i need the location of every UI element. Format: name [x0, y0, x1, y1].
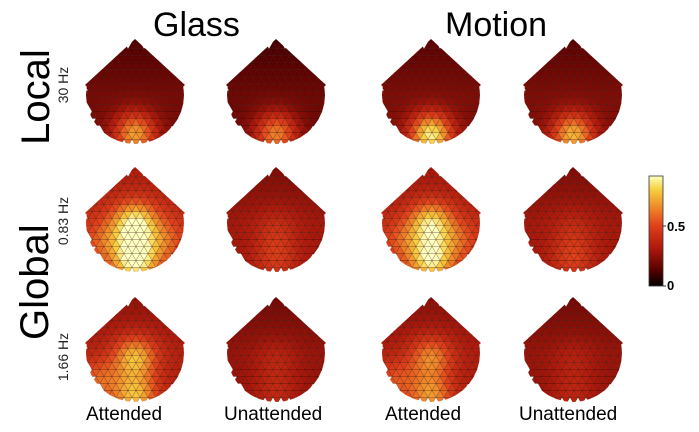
colorbar-gradient — [648, 175, 664, 287]
nose-marker-icon — [244, 290, 308, 301]
nose-marker-icon — [103, 32, 167, 43]
nose-marker-icon — [244, 32, 308, 43]
column-title-glass: Glass — [153, 6, 240, 44]
nose-marker-icon — [399, 290, 463, 301]
topo-map-1-2 — [381, 160, 481, 272]
colorbar-label-0: 0 — [667, 278, 675, 293]
nose-marker-icon — [244, 160, 308, 171]
nose-marker-icon — [103, 290, 167, 301]
topo-map-0-2 — [381, 32, 481, 144]
condition-label-glass-attended: Attended — [86, 404, 163, 425]
topo-map-0-1 — [226, 32, 326, 144]
column-title-motion: Motion — [445, 6, 548, 44]
nose-marker-icon — [541, 290, 605, 301]
nose-marker-icon — [541, 32, 605, 43]
nose-marker-icon — [399, 160, 463, 171]
topo-map-0-0 — [85, 32, 185, 144]
condition-label-motion-attended: Attended — [385, 404, 462, 425]
nose-marker-icon — [103, 160, 167, 171]
nose-marker-icon — [399, 32, 463, 43]
condition-label-motion-unattended: Unattended — [519, 404, 618, 425]
nose-marker-icon — [541, 160, 605, 171]
colorbar-label-05: 0.5 — [667, 219, 686, 234]
condition-label-glass-unattended: Unattended — [224, 404, 323, 425]
